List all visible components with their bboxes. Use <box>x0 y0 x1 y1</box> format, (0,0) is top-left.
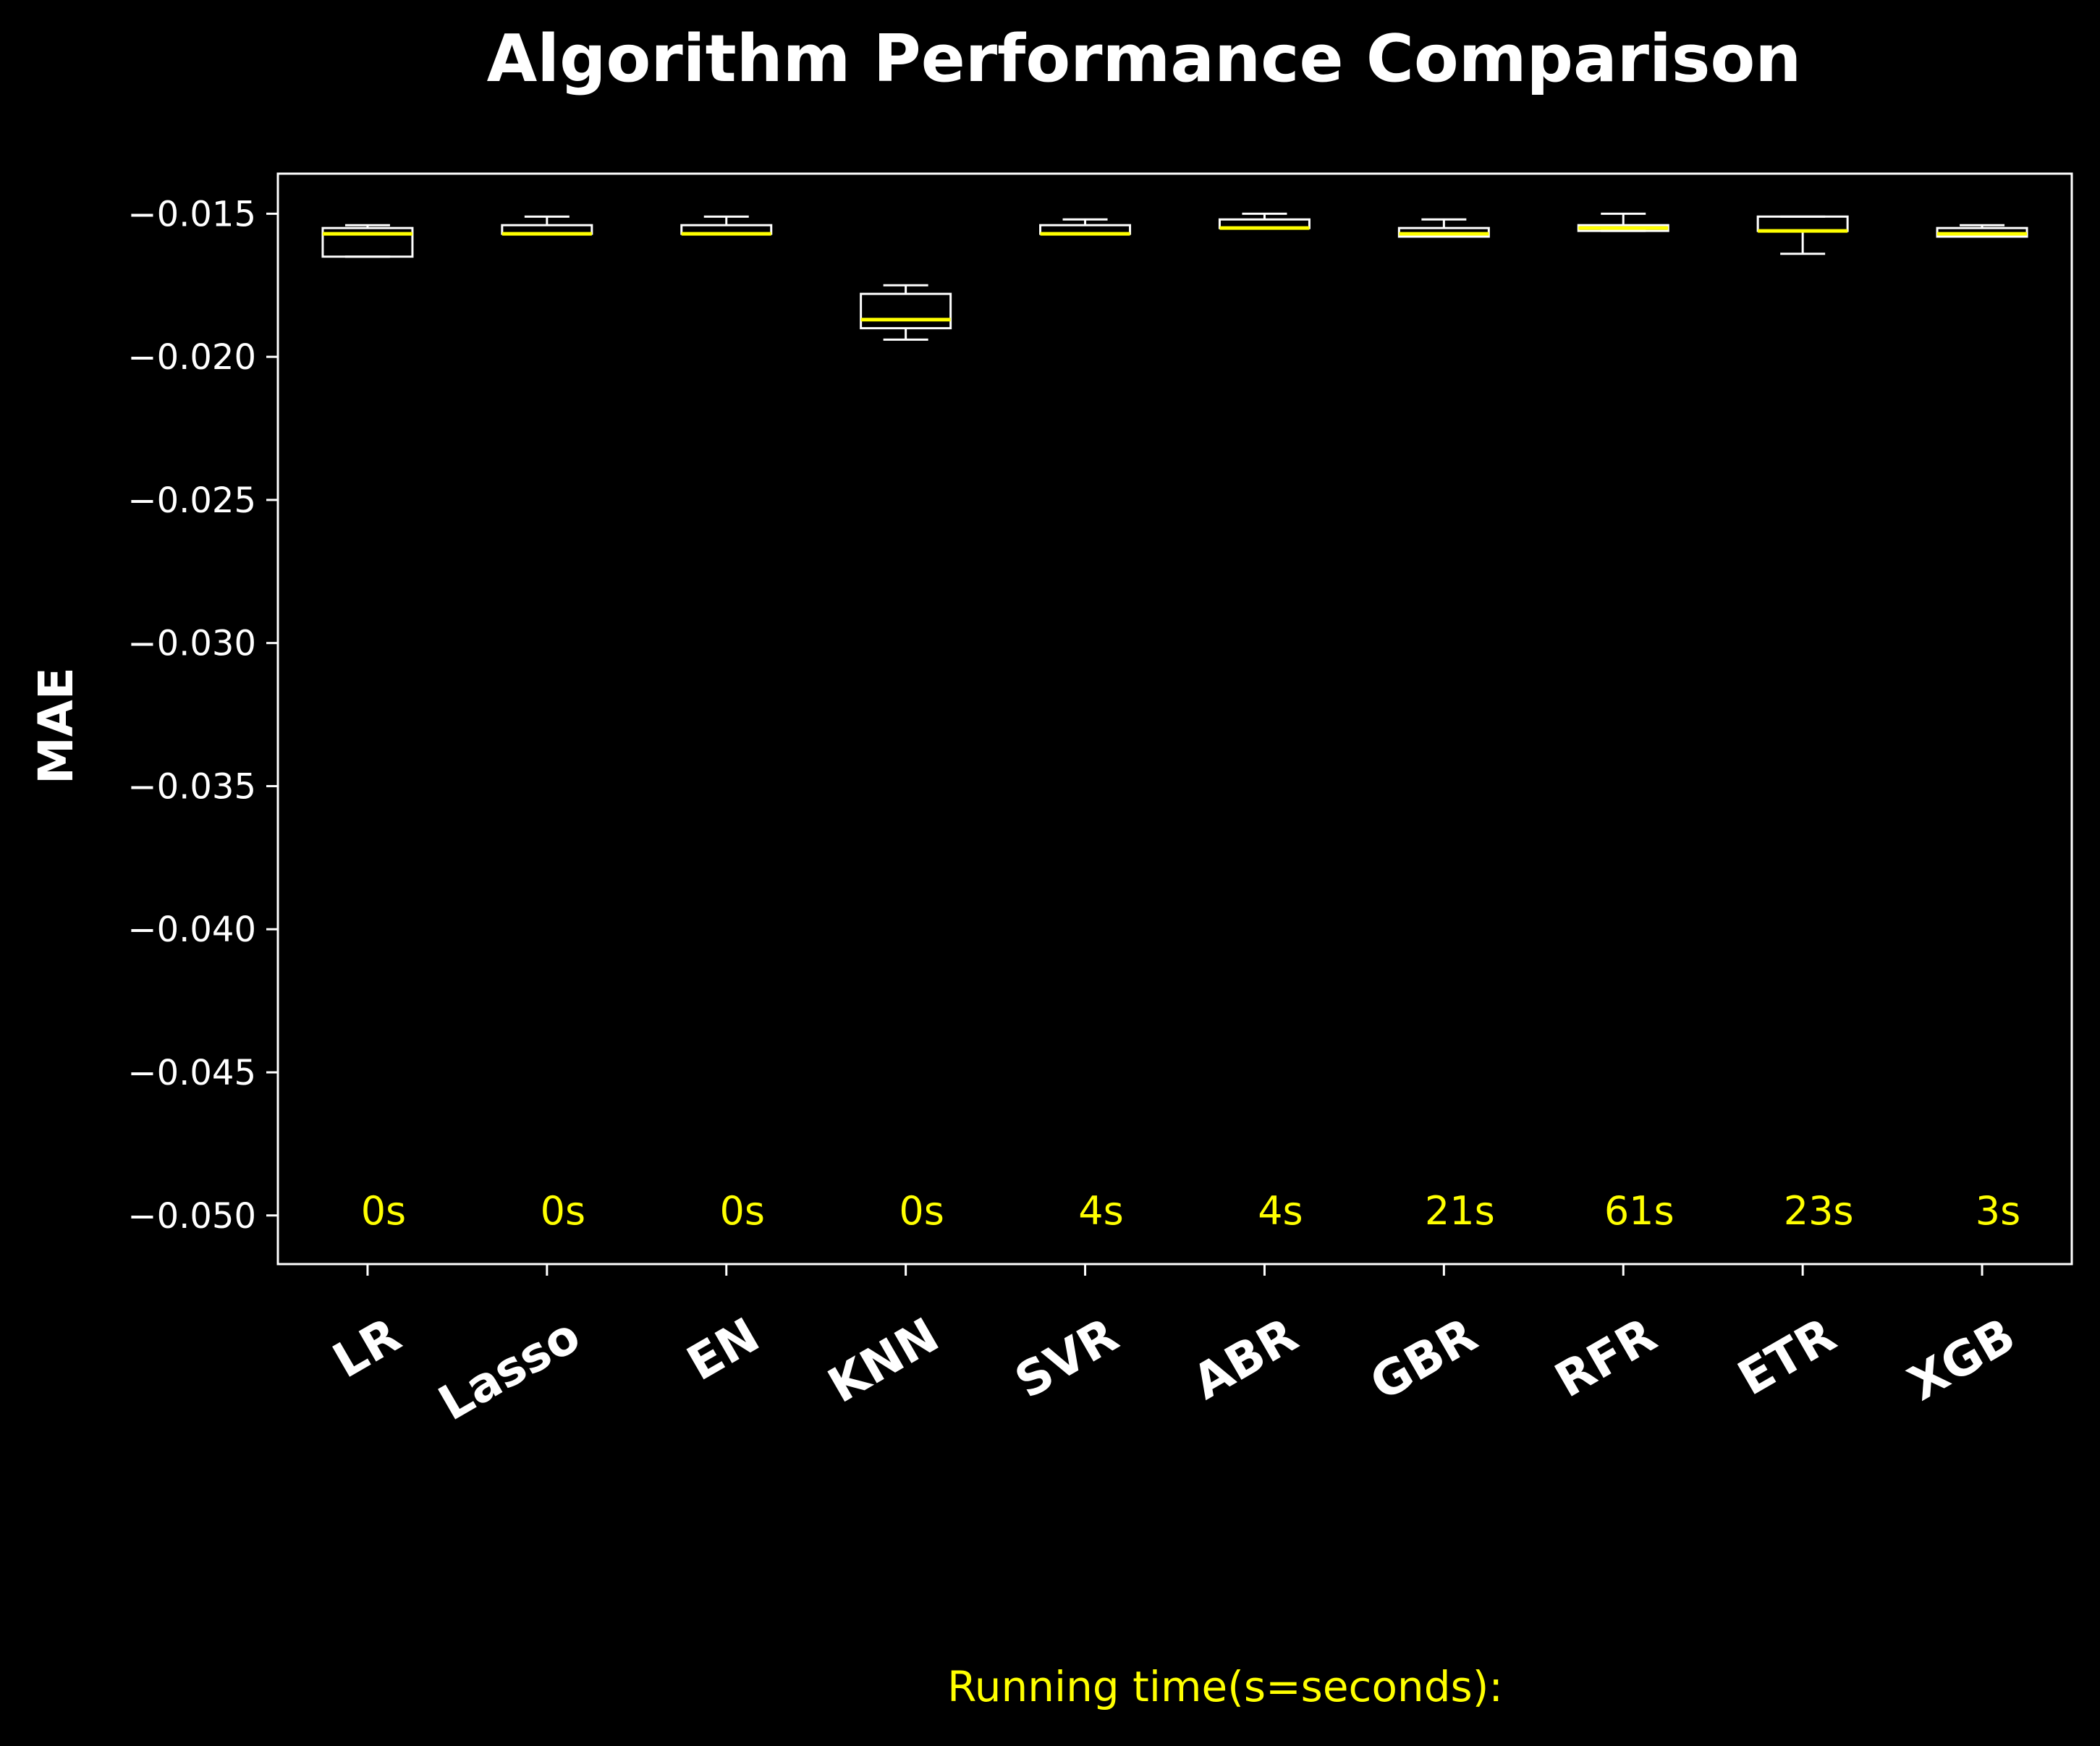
box-lasso <box>501 215 593 236</box>
x-tick-label-en: EN <box>678 1307 769 1391</box>
running-time-labels: 0s 0s 0s 0s 4s 4s 21s 61s 23s 3s <box>361 1188 2021 1234</box>
box-xgb <box>1936 224 2028 238</box>
running-time-caption: Running time(s=seconds): <box>947 1662 1503 1711</box>
y-axis-ticks: −0.015 −0.020 −0.025 −0.030 −0.035 −0.040 −0.0… <box>127 194 278 1237</box>
x-tick-label-abr: ABR <box>1184 1307 1307 1410</box>
box-abr <box>1218 212 1311 230</box>
box-lr <box>321 224 414 258</box>
y-tick-label: −0.025 <box>127 480 256 521</box>
x-axis-ticks: LR Lasso EN KNN SVR ABR GBR RFR ETR XGB <box>323 1264 2024 1431</box>
y-tick-label: −0.015 <box>127 194 256 234</box>
y-tick-label: −0.030 <box>127 624 256 664</box>
running-time-rfr: 61s <box>1604 1188 1675 1234</box>
x-tick-label-lr: LR <box>323 1307 410 1389</box>
box-knn <box>860 284 952 341</box>
running-time-gbr: 21s <box>1425 1188 1495 1234</box>
plot-area-frame <box>276 172 2073 1266</box>
running-time-etr: 23s <box>1784 1188 1854 1234</box>
x-tick-label-rfr: RFR <box>1546 1307 1666 1408</box>
running-time-lr: 0s <box>361 1188 407 1234</box>
chart-title: Algorithm Performance Comparison <box>487 21 1802 97</box>
y-tick-label: −0.050 <box>127 1196 256 1237</box>
box-body <box>1756 215 1849 232</box>
x-tick-label-etr: ETR <box>1729 1307 1845 1406</box>
y-tick-label: −0.040 <box>127 910 256 950</box>
box-series <box>321 212 2028 341</box>
x-tick-label-lasso: Lasso <box>429 1307 589 1431</box>
box-body <box>321 226 414 258</box>
box-rfr <box>1577 212 1669 232</box>
running-time-abr: 4s <box>1258 1188 1303 1234</box>
box-body <box>860 292 952 330</box>
y-tick-label: −0.045 <box>127 1053 256 1093</box>
x-tick-label-svr: SVR <box>1006 1307 1127 1409</box>
box-en <box>680 215 773 236</box>
running-time-lasso: 0s <box>541 1188 586 1234</box>
running-time-svr: 4s <box>1078 1188 1124 1234</box>
box-gbr <box>1397 218 1490 238</box>
x-tick-label-knn: KNN <box>819 1307 948 1413</box>
box-svr <box>1039 218 1132 236</box>
running-time-xgb: 3s <box>1976 1188 2021 1234</box>
y-tick-label: −0.035 <box>127 766 256 807</box>
running-time-knn: 0s <box>899 1188 944 1234</box>
x-tick-label-xgb: XGB <box>1899 1307 2024 1411</box>
y-axis-label: MAE <box>28 667 84 784</box>
x-tick-label-gbr: GBR <box>1361 1307 1486 1411</box>
running-time-en: 0s <box>720 1188 766 1234</box>
y-tick-label: −0.020 <box>127 337 256 378</box>
box-etr <box>1756 215 1849 255</box>
